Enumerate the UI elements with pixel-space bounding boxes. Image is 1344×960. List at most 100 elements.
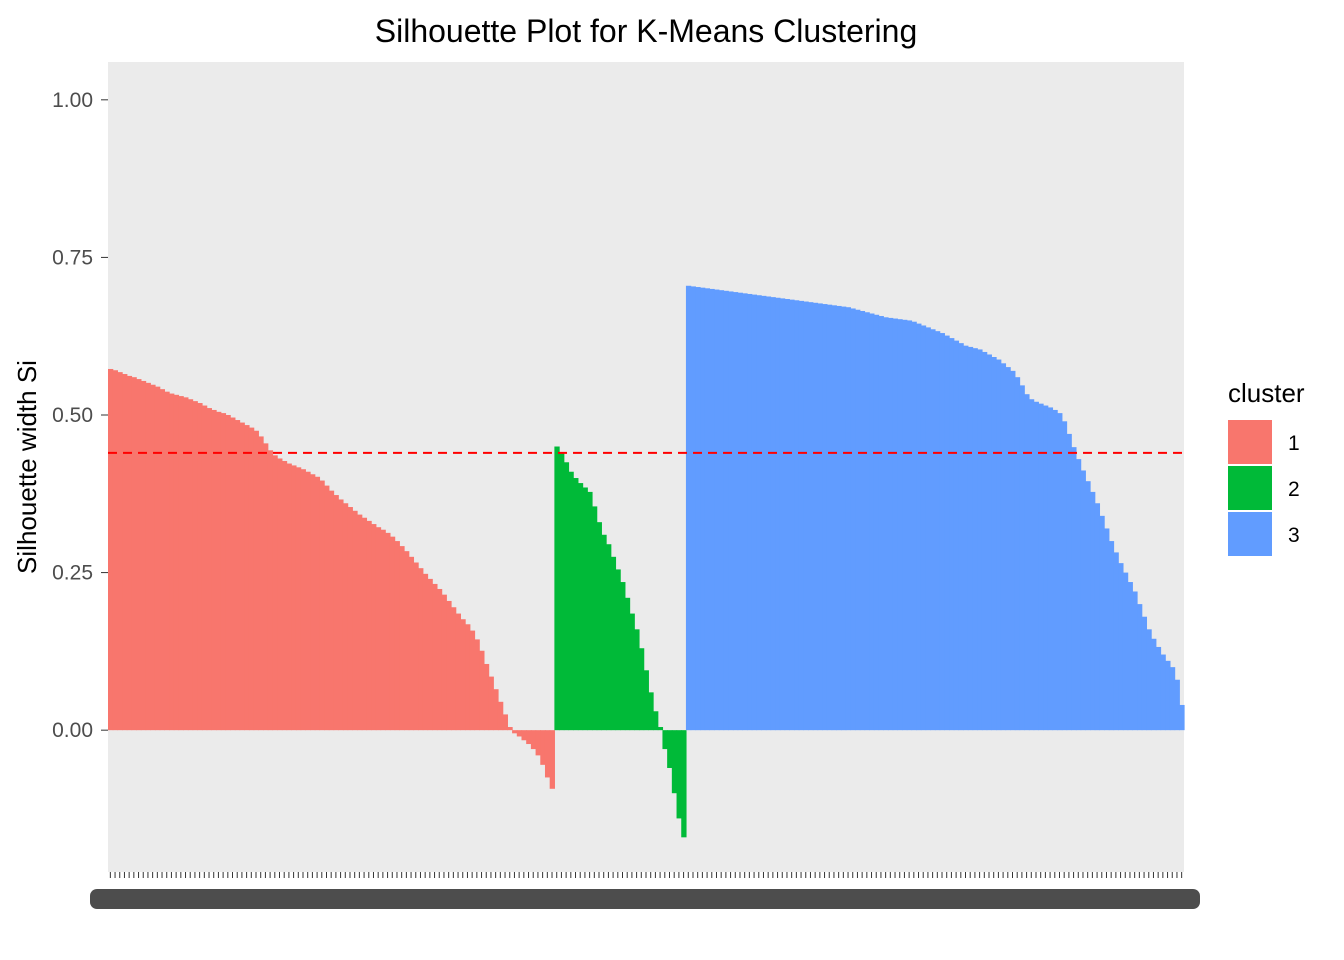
bar-cluster-2 (601, 534, 607, 731)
bar-cluster-1 (352, 510, 358, 731)
bar-cluster-1 (347, 507, 353, 731)
bar-cluster-2 (653, 711, 659, 731)
bar-cluster-3 (855, 309, 861, 731)
bar-cluster-3 (812, 302, 819, 731)
bar-cluster-1 (197, 403, 203, 731)
bar-cluster-1 (488, 676, 494, 731)
bar-group (108, 285, 1185, 838)
bar-cluster-1 (333, 495, 339, 731)
bar-cluster-1 (502, 714, 508, 731)
bar-cluster-3 (850, 308, 856, 731)
bar-cluster-3 (1010, 370, 1016, 731)
bar-cluster-3 (1118, 563, 1124, 731)
bar-cluster-3 (920, 325, 927, 731)
bar-cluster-1 (258, 436, 264, 731)
bar-cluster-2 (624, 597, 631, 731)
bar-cluster-1 (436, 588, 443, 731)
bar-cluster-2 (587, 491, 593, 731)
bar-cluster-3 (1028, 399, 1035, 731)
bar-cluster-1 (328, 490, 335, 731)
bar-cluster-3 (831, 305, 837, 731)
bar-cluster-2 (643, 670, 649, 731)
bar-cluster-1 (216, 411, 222, 731)
bar-cluster-1 (263, 443, 269, 731)
bar-cluster-1 (375, 527, 382, 731)
bar-cluster-1 (267, 450, 274, 731)
bar-cluster-3 (869, 313, 875, 731)
bar-cluster-2 (577, 483, 584, 731)
bar-cluster-3 (765, 296, 772, 731)
bar-cluster-1 (399, 546, 405, 731)
bar-cluster-1 (305, 471, 311, 731)
y-tick-label: 0.00 (52, 719, 93, 742)
bar-cluster-1 (300, 469, 306, 731)
bar-cluster-2 (563, 462, 570, 731)
bar-cluster-3 (864, 312, 870, 731)
bar-cluster-3 (779, 298, 786, 731)
bar-cluster-1 (507, 727, 513, 731)
bar-cluster-3 (911, 321, 917, 731)
legend-label-3: 3 (1288, 524, 1300, 547)
bar-cluster-1 (530, 730, 537, 750)
bar-cluster-1 (295, 467, 302, 731)
bar-cluster-2 (634, 629, 640, 731)
bar-cluster-3 (1000, 363, 1007, 731)
bar-cluster-1 (441, 594, 447, 731)
bar-cluster-1 (474, 639, 480, 731)
bar-cluster-2 (568, 471, 574, 731)
bar-cluster-3 (930, 329, 936, 731)
bar-cluster-1 (248, 427, 255, 731)
bar-cluster-3 (1019, 385, 1025, 731)
bar-cluster-3 (761, 295, 767, 731)
bar-cluster-3 (1179, 704, 1185, 731)
bar-cluster-3 (1104, 528, 1110, 731)
bar-cluster-1 (239, 422, 245, 731)
bar-cluster-1 (211, 409, 217, 731)
bar-cluster-3 (1024, 394, 1030, 731)
bar-cluster-1 (469, 630, 476, 731)
bar-cluster-3 (1174, 679, 1180, 731)
y-tick-label: 1.00 (52, 89, 93, 112)
bar-cluster-3 (817, 303, 823, 731)
bar-cluster-1 (404, 551, 410, 731)
bar-cluster-3 (1155, 646, 1162, 731)
bar-cluster-3 (1052, 409, 1058, 731)
bar-cluster-1 (366, 520, 372, 731)
bar-cluster-1 (112, 370, 118, 731)
bar-cluster-3 (718, 290, 725, 731)
bar-cluster-3 (695, 287, 701, 731)
bar-cluster-2 (662, 730, 668, 750)
bar-cluster-3 (1132, 591, 1138, 731)
bar-cluster-1 (291, 465, 297, 731)
bar-cluster-1 (310, 474, 316, 731)
bar-cluster-1 (108, 368, 114, 731)
bar-cluster-3 (1127, 582, 1133, 731)
bar-cluster-3 (685, 285, 692, 731)
bar-cluster-3 (887, 317, 894, 731)
bar-cluster-1 (479, 650, 485, 731)
bar-cluster-3 (803, 301, 809, 731)
legend-label-1: 1 (1288, 432, 1300, 455)
bar-cluster-1 (206, 408, 212, 731)
bar-cluster-3 (953, 340, 960, 731)
legend-title: cluster (1228, 378, 1305, 408)
bar-cluster-3 (751, 294, 758, 731)
bar-cluster-1 (164, 391, 170, 731)
bar-cluster-2 (629, 613, 635, 731)
bar-cluster-3 (742, 293, 748, 731)
bar-cluster-1 (154, 386, 161, 731)
bar-cluster-3 (916, 323, 922, 731)
bar-cluster-2 (638, 648, 645, 731)
bar-cluster-3 (1057, 413, 1063, 731)
bar-cluster-2 (648, 692, 654, 731)
bar-cluster-1 (465, 624, 471, 731)
bar-cluster-3 (996, 359, 1002, 731)
bar-cluster-3 (859, 310, 866, 731)
bar-cluster-1 (272, 455, 278, 731)
bar-cluster-3 (1038, 403, 1044, 731)
y-axis: 0.00 0.25 0.50 0.75 1.00 (52, 89, 108, 742)
bar-cluster-3 (963, 345, 969, 731)
bar-cluster-1 (380, 529, 386, 731)
bar-cluster-1 (178, 396, 184, 731)
bar-cluster-3 (756, 295, 762, 731)
